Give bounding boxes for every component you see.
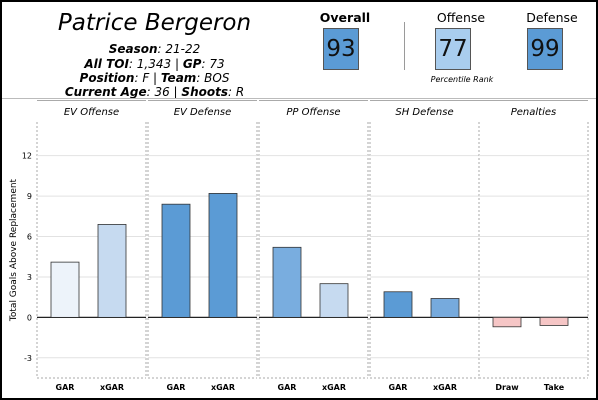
- offense-title: Offense: [436, 10, 486, 25]
- y-axis-label: Total Goals Above Replacement: [9, 178, 19, 322]
- x-tick-label: xGAR: [433, 383, 457, 392]
- defense-rating-box: 99: [527, 28, 563, 70]
- bar: [539, 316, 569, 326]
- x-tick-label: GAR: [167, 383, 186, 392]
- x-tick-label: xGAR: [211, 383, 235, 392]
- season-value: : 21-22: [157, 42, 201, 56]
- y-tick-label: 0: [27, 313, 32, 322]
- y-tick-label: 12: [22, 152, 32, 161]
- bar: [430, 298, 460, 318]
- gp-value: : 73: [201, 57, 225, 71]
- season-line: Season: 21-22: [2, 42, 307, 56]
- x-tick-label: GAR: [56, 383, 75, 392]
- team-value: : BOS: [196, 71, 230, 85]
- y-tick-label: 6: [27, 233, 32, 242]
- x-tick-label: xGAR: [100, 383, 124, 392]
- season-label: Season: [108, 42, 158, 56]
- x-tick-label: Draw: [495, 383, 519, 392]
- shoots-label: Shoots: [181, 85, 228, 99]
- section-divider: [2, 98, 596, 99]
- shoots-value: : R: [227, 85, 245, 99]
- age-label: Current Age: [64, 85, 147, 99]
- bar: [97, 224, 127, 318]
- defense-title: Defense: [526, 10, 578, 25]
- x-tick-label: GAR: [278, 383, 297, 392]
- toi-label: All TOI: [84, 57, 129, 71]
- toi-line: All TOI: 1,343 | GP: 73: [2, 57, 307, 71]
- gp-label: GP: [182, 57, 202, 71]
- header-divider: [404, 22, 405, 70]
- bar: [161, 203, 191, 318]
- panel-title: PP Offense: [286, 107, 340, 118]
- position-label: Position: [79, 71, 135, 85]
- percentile-caption: Percentile Rank: [430, 75, 494, 84]
- panel-title: EV Defense: [174, 107, 232, 118]
- age-value: : 36 |: [146, 85, 178, 99]
- panel-title: SH Defense: [395, 107, 453, 118]
- toi-value: : 1,343 |: [128, 57, 179, 71]
- y-tick-label: 3: [27, 273, 32, 282]
- age-line: Current Age: 36 | Shoots: R: [2, 85, 307, 99]
- bar: [383, 291, 413, 318]
- y-tick-label: 9: [27, 192, 32, 201]
- bar: [50, 261, 80, 318]
- team-label: Team: [160, 71, 197, 85]
- overall-rating-box: 93: [323, 28, 359, 70]
- gar-chart: Total Goals Above Replacement -3 0 3 6 9 12 EV …: [9, 100, 589, 392]
- bar: [272, 246, 302, 318]
- player-name: Patrice Bergeron: [57, 10, 252, 36]
- overall-title: Overall: [319, 10, 371, 25]
- panel-title: EV Offense: [64, 107, 119, 118]
- panel-title: Penalties: [511, 107, 557, 118]
- bar: [208, 193, 238, 318]
- y-tick-label: -3: [24, 354, 32, 363]
- x-tick-label: xGAR: [322, 383, 346, 392]
- x-tick-label: Take: [544, 383, 565, 392]
- position-line: Position: F | Team: BOS: [2, 71, 307, 85]
- x-tick-label: GAR: [389, 383, 408, 392]
- offense-rating-box: 77: [435, 28, 471, 70]
- position-value: : F |: [134, 71, 158, 85]
- bar: [319, 283, 349, 318]
- bar: [492, 316, 522, 328]
